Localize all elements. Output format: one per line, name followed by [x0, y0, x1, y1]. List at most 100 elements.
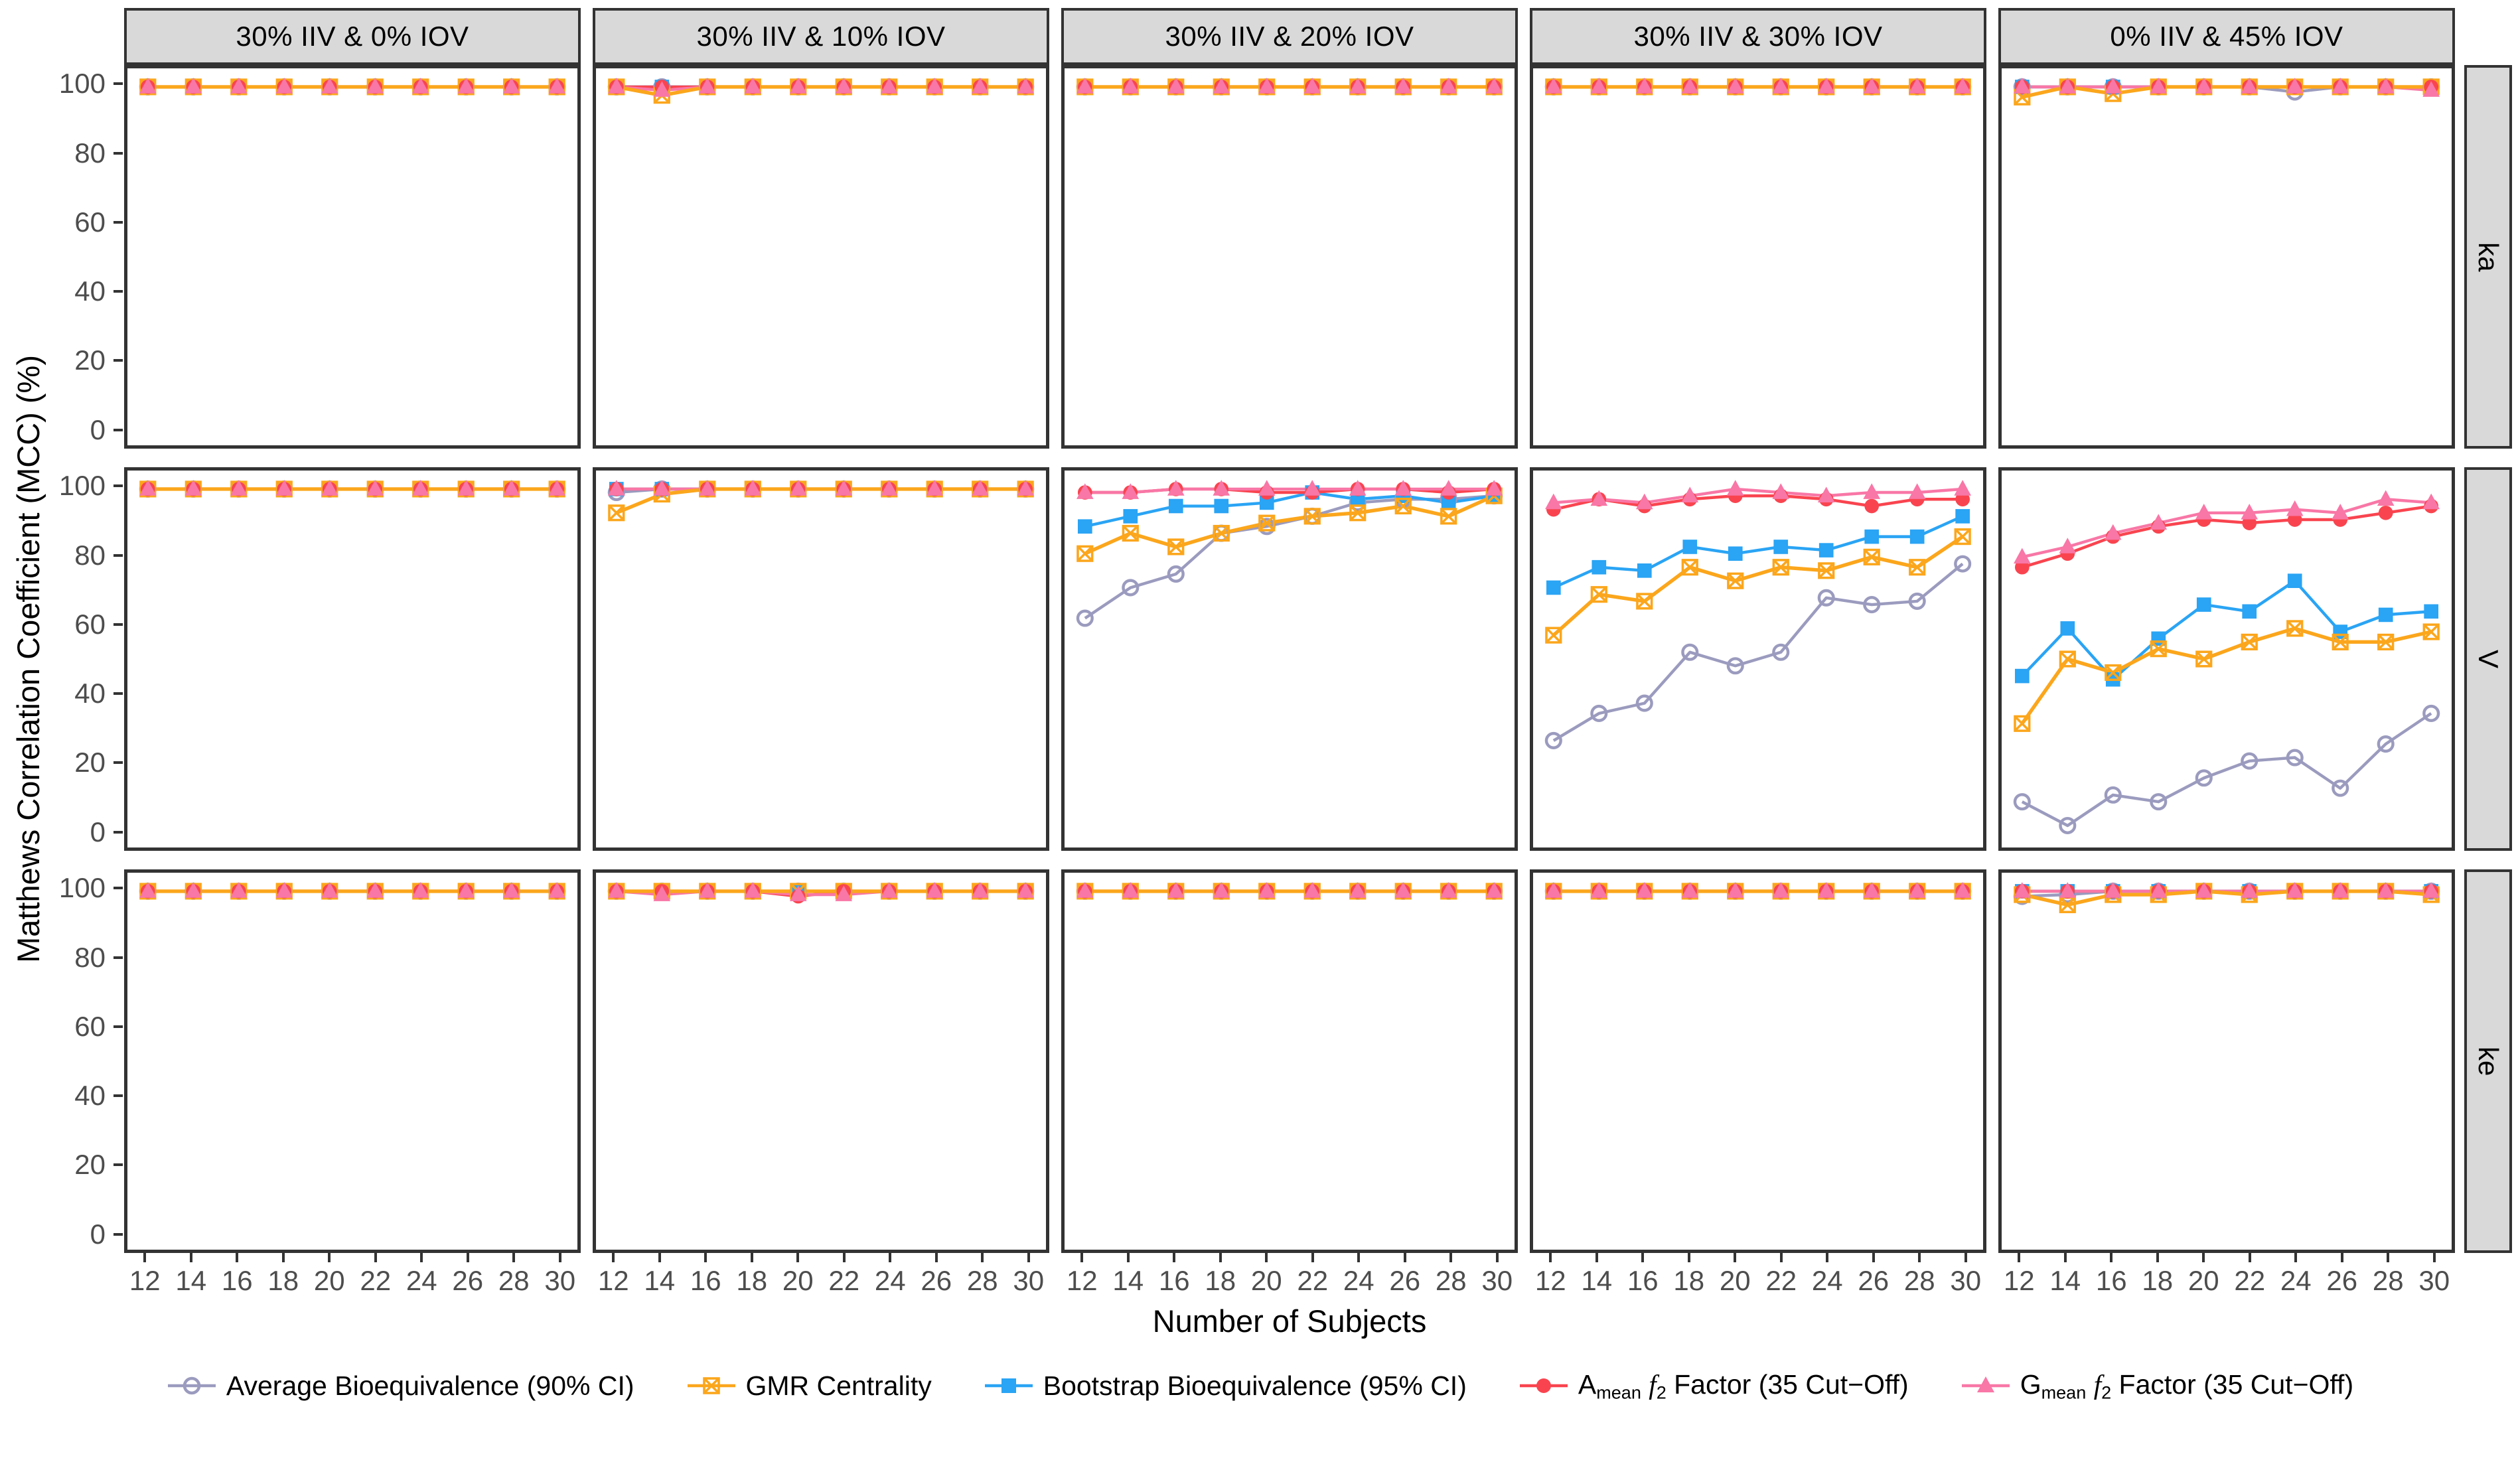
x-tick-mark [1918, 1253, 1921, 1262]
filled-triangle-marker [835, 480, 853, 496]
facet-panel-ka-4 [1998, 65, 2455, 449]
x-axis-ticks: 12 14 16 18 20 22 24 26 28 30 [593, 1253, 1049, 1296]
crossed-square-marker [2059, 650, 2076, 668]
filled-square-marker [1637, 563, 1652, 578]
x-tick-label: 14 [2049, 1265, 2081, 1296]
filled-triangle-marker [2241, 504, 2259, 520]
x-tick-label: 28 [1435, 1265, 1467, 1296]
x-tick-mark [2387, 1253, 2390, 1262]
filled-triangle-marker [1349, 882, 1367, 898]
filled-triangle-marker [835, 78, 853, 94]
filled-triangle-marker [2014, 78, 2031, 94]
filled-square-marker [1682, 540, 1698, 554]
filled-triangle-marker [698, 882, 716, 898]
x-axis-ticks: 12 14 16 18 20 22 24 26 28 30 [1998, 1253, 2455, 1296]
crossed-square-marker [2105, 664, 2122, 682]
y-tick-label: 40 [74, 275, 106, 307]
x-tick-mark [704, 1253, 707, 1262]
filled-square-marker [1592, 559, 1607, 575]
filled-triangle-marker [1167, 480, 1185, 496]
x-tick-mark [658, 1253, 661, 1262]
x-tick-label: 26 [452, 1265, 484, 1296]
amean_f2-line [1553, 494, 1963, 511]
filled-triangle-marker [1772, 483, 1790, 499]
filled-triangle-marker [548, 882, 565, 898]
filled-triangle-marker [275, 480, 293, 496]
open-circle-marker [2377, 735, 2395, 753]
filled-triangle-marker [230, 78, 248, 94]
filled-triangle-marker [1076, 882, 1094, 898]
filled-triangle-marker [139, 78, 157, 94]
panel-canvas [1076, 882, 1503, 900]
open-circle-marker [1122, 579, 1140, 597]
x-tick-mark [189, 1253, 192, 1262]
filled-triangle-marker [2422, 81, 2440, 97]
filled-triangle-marker [275, 78, 293, 94]
crossed-square-marker [1727, 572, 1744, 589]
filled-triangle-marker [1908, 882, 1926, 898]
gmean_f2-line [1553, 487, 1963, 504]
filled-triangle-marker [366, 882, 384, 898]
filled-triangle-marker [230, 480, 248, 496]
y-tick-label: 100 [58, 872, 106, 904]
x-tick-label: 26 [1389, 1265, 1421, 1296]
filled-square-marker [1214, 498, 1229, 514]
y-tick-mark [113, 290, 123, 293]
x-tick-mark [328, 1253, 331, 1262]
crossed-square-marker [1076, 545, 1094, 562]
filled-triangle-marker [411, 480, 429, 496]
panel-canvas [607, 78, 1035, 104]
x-tick-label: 20 [2187, 1265, 2219, 1296]
crossed-square-marker [1122, 524, 1139, 542]
crossed-square-marker [1636, 593, 1653, 610]
x-tick-label: 24 [2280, 1265, 2312, 1296]
filled-triangle-marker [502, 78, 520, 94]
x-tick-label: 18 [267, 1265, 299, 1296]
facet-panel-ke-1 [593, 869, 1049, 1253]
x-tick-mark [796, 1253, 800, 1262]
filled-triangle-marker [1772, 78, 1790, 94]
filled-triangle-marker [2195, 78, 2213, 94]
x-tick-mark [2340, 1253, 2343, 1262]
filled-triangle-marker [275, 882, 293, 898]
y-tick-label: 0 [90, 816, 106, 847]
filled-triangle-marker [1726, 480, 1744, 496]
x-tick-label: 22 [360, 1265, 392, 1296]
x-tick-label: 12 [129, 1265, 161, 1296]
filled-circle-marker [2242, 516, 2257, 530]
facet-panel-V-2 [1061, 467, 1518, 851]
filled-triangle-marker [2150, 882, 2168, 898]
open-circle-marker [1954, 555, 1972, 573]
y-tick-label: 0 [90, 413, 106, 445]
filled-triangle-marker [1485, 480, 1503, 496]
filled-triangle-marker [1440, 480, 1457, 496]
y-tick-label: 60 [74, 608, 106, 640]
legend-label-part: A [1578, 1368, 1597, 1400]
x-tick-label: 18 [2142, 1265, 2174, 1296]
filled-triangle-marker [366, 480, 384, 496]
filled-square-marker [2060, 621, 2075, 636]
x-tick-mark [2063, 1253, 2067, 1262]
filled-triangle-marker [1590, 490, 1608, 506]
gmr-legend-key [687, 1377, 735, 1394]
crossed-square-marker [1394, 497, 1412, 515]
filled-triangle-marker [2332, 882, 2349, 898]
filled-triangle-marker [185, 882, 202, 898]
crossed-square-marker [2150, 640, 2167, 658]
filled-triangle-marker [457, 78, 475, 94]
crossed-square-marker [1303, 508, 1321, 525]
x-tick-label: 22 [2234, 1265, 2266, 1296]
x-tick-label: 16 [1627, 1265, 1659, 1296]
filled-triangle-marker [548, 78, 565, 94]
x-tick-mark [1311, 1253, 1314, 1262]
x-tick-mark [1687, 1253, 1690, 1262]
x-tick-label: 16 [221, 1265, 253, 1296]
filled-triangle-marker [1394, 78, 1412, 94]
filled-triangle-marker [1545, 493, 1562, 510]
avg_be-line [1552, 562, 1964, 742]
filled-triangle-marker [653, 885, 671, 901]
x-tick-label: 16 [2095, 1265, 2127, 1296]
faceted-line-chart: Matthews Correlation Coefficient (MCC) (… [8, 8, 2512, 1470]
x-tick-mark [2248, 1253, 2251, 1262]
open-circle-marker [2422, 704, 2440, 722]
